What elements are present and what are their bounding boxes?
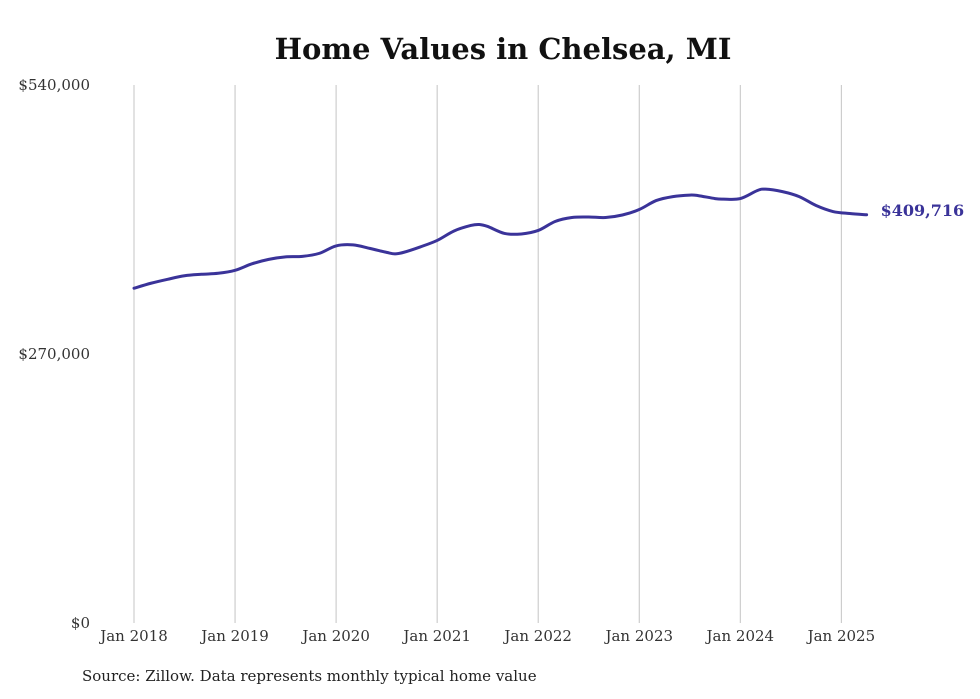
series-line-home-value	[132, 187, 869, 290]
x-tick-label: Jan 2025	[806, 627, 876, 645]
source-note: Source: Zillow. Data represents monthly …	[82, 667, 537, 685]
x-tick-label: Jan 2021	[401, 627, 471, 645]
end-value-label: $409,716	[881, 201, 965, 220]
x-tick-label: Jan 2020	[300, 627, 370, 645]
x-axis: Jan 2018 Jan 2019 Jan 2020 Jan 2021 Jan 2022…	[98, 627, 875, 645]
chart-title: Home Values in Chelsea, MI	[275, 32, 732, 66]
x-tick-label: Jan 2022	[502, 627, 572, 645]
x-tick-label: Jan 2023	[603, 627, 673, 645]
x-tick-label: Jan 2018	[98, 627, 168, 645]
series-layer	[132, 187, 869, 290]
x-tick-label: Jan 2019	[199, 627, 269, 645]
grid-lines	[133, 85, 842, 623]
y-tick-label: $270,000	[18, 345, 90, 363]
y-tick-label: $540,000	[18, 76, 90, 94]
y-tick-label: $0	[71, 614, 90, 632]
x-tick-label: Jan 2024	[705, 627, 775, 645]
y-axis: $0 $270,000 $540,000	[18, 76, 90, 632]
